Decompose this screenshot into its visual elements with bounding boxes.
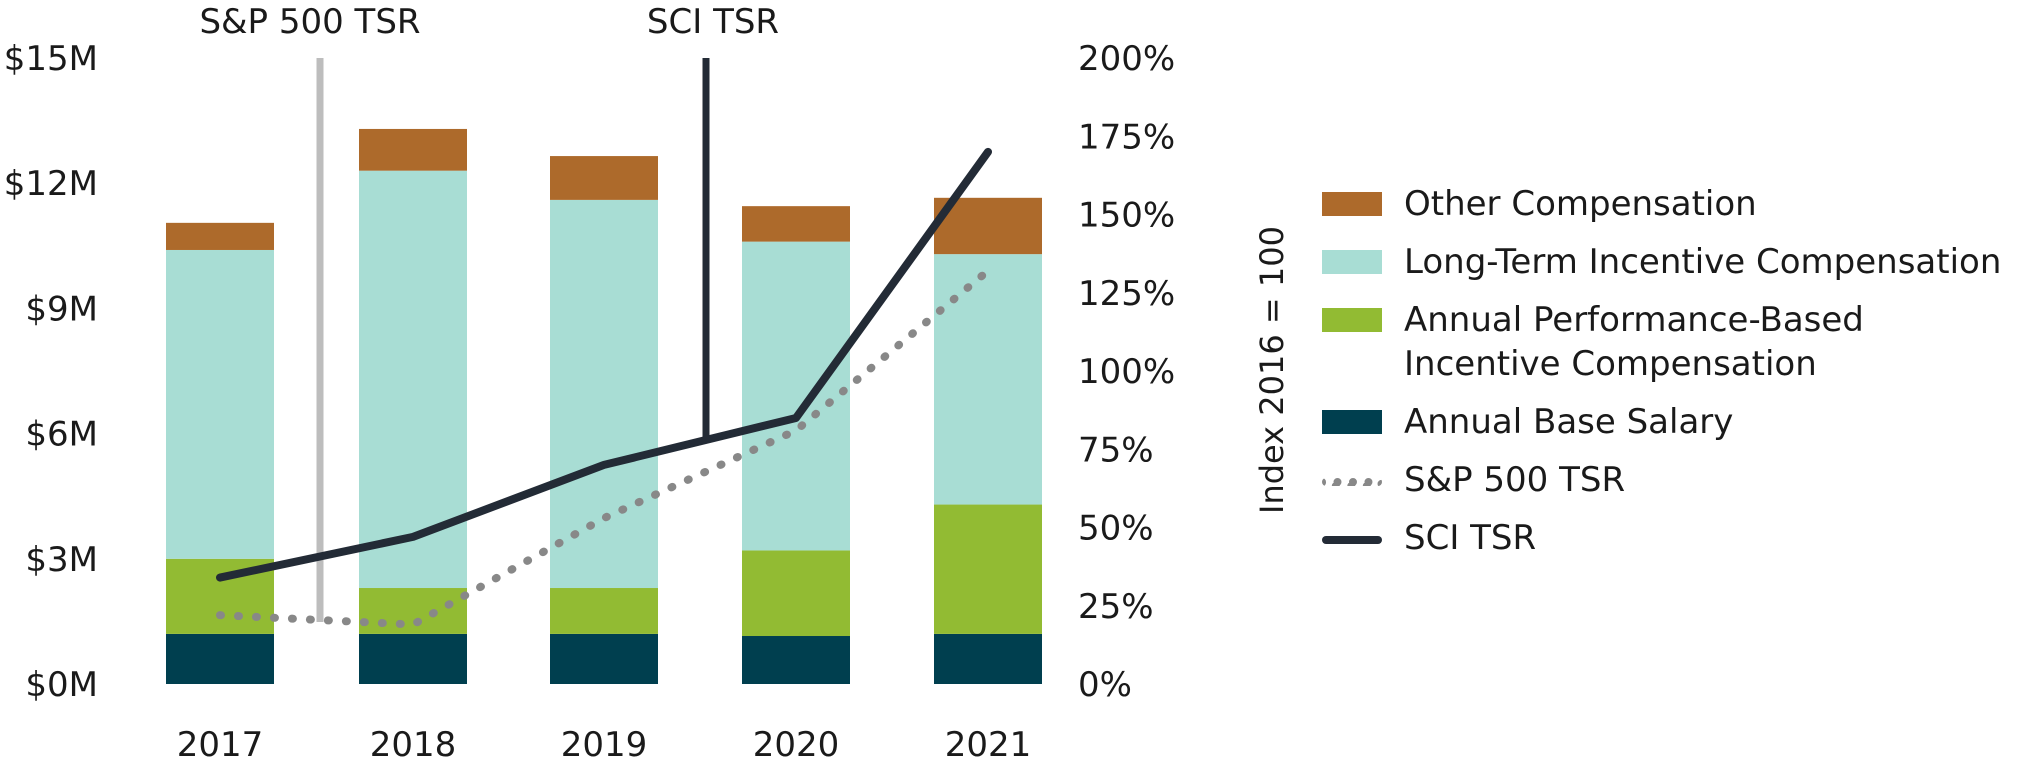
x-tick-label: 2018 xyxy=(370,725,457,765)
right-tick-label: 125% xyxy=(1078,274,1175,314)
left-tick-label: $12M xyxy=(4,164,98,204)
legend-swatch xyxy=(1322,192,1382,216)
left-tick-label: $3M xyxy=(25,540,98,580)
bar-2021-annual-base-salary xyxy=(934,633,1042,684)
sci-callout-label: SCI TSR xyxy=(647,2,779,42)
legend-item: SCI TSR xyxy=(1322,516,2041,560)
x-tick-label: 2019 xyxy=(561,725,648,765)
right-tick-label: 175% xyxy=(1078,117,1175,157)
bar-2017-annual-base-salary xyxy=(166,633,274,684)
bar-2019-annual-performance-based-incentive-compensation xyxy=(550,588,658,634)
x-axis-ticks: 2017 2018 2019 2020 2021 xyxy=(177,725,1032,765)
right-axis-label: Index 2016 = 100 xyxy=(1253,226,1291,514)
bar-2018-other-compensation xyxy=(359,128,467,171)
sp500-tsr-line xyxy=(216,266,992,629)
legend-solid-line xyxy=(1322,536,1382,544)
legend-label: SCI TSR xyxy=(1404,518,1537,558)
legend-label: Annual Base Salary xyxy=(1404,402,1734,442)
x-tick-label: 2017 xyxy=(177,725,264,765)
bar-2020-annual-performance-based-incentive-compensation xyxy=(742,550,850,637)
legend-label: S&P 500 TSR xyxy=(1404,460,1626,500)
legend-label: Annual Performance-Based Incentive Compe… xyxy=(1404,300,1864,384)
right-tick-label: 0% xyxy=(1078,665,1132,705)
x-tick-label: 2020 xyxy=(753,725,840,765)
right-tick-label: 100% xyxy=(1078,352,1175,392)
legend-item: S&P 500 TSR xyxy=(1322,458,2041,502)
bar-2017-other-compensation xyxy=(166,222,274,250)
legend-item: Other Compensation xyxy=(1322,182,2041,226)
bar-2019-other-compensation xyxy=(550,156,658,200)
left-tick-label: $6M xyxy=(25,415,98,455)
legend-label: Other Compensation xyxy=(1404,184,1757,224)
right-tick-label: 25% xyxy=(1078,587,1154,627)
bar-2018-long-term-incentive-compensation xyxy=(359,170,467,589)
bar-2019-annual-base-salary xyxy=(550,633,658,684)
bar-2020-annual-base-salary xyxy=(742,636,850,684)
left-tick-label: $9M xyxy=(25,289,98,329)
stacked-bars xyxy=(166,128,1042,684)
legend: Other Compensation Long-Term Incentive Co… xyxy=(1322,182,2041,574)
legend-swatch xyxy=(1322,250,1382,274)
callouts: S&P 500 TSR SCI TSR xyxy=(199,2,779,622)
bar-2021-long-term-incentive-compensation xyxy=(934,254,1042,505)
tsr-lines xyxy=(216,147,992,629)
bar-2021-annual-performance-based-incentive-compensation xyxy=(934,504,1042,634)
legend-item: Annual Performance-Based Incentive Compe… xyxy=(1322,298,2041,386)
legend-label: Long-Term Incentive Compensation xyxy=(1404,242,2002,282)
legend-swatch xyxy=(1322,308,1382,332)
bar-2017-long-term-incentive-compensation xyxy=(166,249,274,559)
bar-2019-long-term-incentive-compensation xyxy=(550,199,658,589)
left-axis-ticks: $0M $3M $6M $9M $12M $15M xyxy=(4,39,98,705)
bar-2020-long-term-incentive-compensation xyxy=(742,241,850,551)
right-tick-label: 200% xyxy=(1078,39,1175,79)
legend-item: Long-Term Incentive Compensation xyxy=(1322,240,2041,284)
left-tick-label: $0M xyxy=(25,665,98,705)
right-axis-ticks: 0% 25% 50% 75% 100% 125% 150% 175% 200% xyxy=(1078,39,1175,705)
sp500-callout-label: S&P 500 TSR xyxy=(199,2,420,42)
legend-swatch xyxy=(1322,410,1382,434)
right-tick-label: 150% xyxy=(1078,196,1175,236)
left-tick-label: $15M xyxy=(4,39,98,79)
x-tick-label: 2021 xyxy=(945,725,1032,765)
bar-2020-other-compensation xyxy=(742,206,850,242)
bar-2018-annual-base-salary xyxy=(359,633,467,684)
right-tick-label: 50% xyxy=(1078,509,1154,549)
legend-item: Annual Base Salary xyxy=(1322,400,2041,444)
right-tick-label: 75% xyxy=(1078,430,1154,470)
legend-dotted-line xyxy=(1322,478,1382,486)
sci-tsr-line xyxy=(216,147,992,582)
bar-2018-annual-performance-based-incentive-compensation xyxy=(359,588,467,634)
